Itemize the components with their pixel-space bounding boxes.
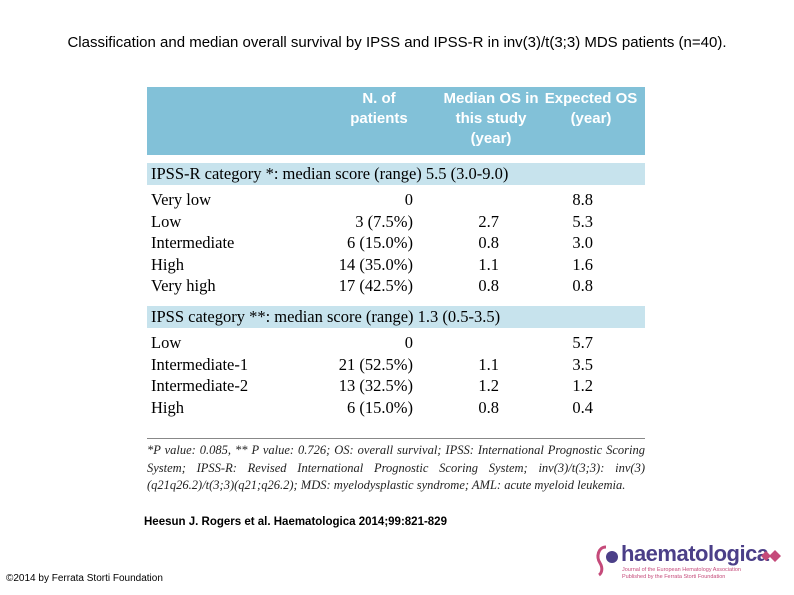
header-median-os: Median OS in this study (year) — [443, 90, 539, 147]
row-category: Intermediate-1 — [151, 354, 249, 374]
row-expected-os: 8.8 — [572, 190, 593, 209]
table-row: High 14 (35.0%) 1.1 1.6 — [147, 254, 645, 275]
row-n-patients: 0 — [404, 333, 413, 352]
row-n-patients: 6 (15.0%) — [347, 397, 413, 417]
table-row: High 6 (15.0%) 0.8 0.4 — [147, 397, 645, 418]
row-category: Low — [151, 333, 182, 352]
table-row: Low 0 5.7 — [147, 332, 645, 353]
row-category: High — [151, 254, 184, 274]
row-category: Low — [151, 211, 182, 231]
logo-mark-icon — [596, 545, 618, 577]
row-category: Intermediate-2 — [151, 376, 249, 395]
logo-name: haematologica — [621, 541, 769, 566]
row-n-patients: 0 — [404, 190, 413, 209]
row-expected-os: 3.0 — [572, 233, 593, 252]
row-expected-os: 0.4 — [572, 397, 593, 417]
citation: Heesun J. Rogers et al. Haematologica 20… — [144, 516, 447, 528]
row-expected-os: 5.3 — [572, 211, 593, 231]
efs-emblem-icon — [761, 550, 781, 562]
figure-title: Classification and median overall surviv… — [67, 34, 727, 51]
row-median-os: 0.8 — [478, 276, 499, 295]
row-n-patients: 3 (7.5%) — [355, 211, 413, 231]
row-category: Very high — [151, 276, 216, 295]
row-n-patients: 13 (32.5%) — [338, 376, 413, 395]
table-row: Low 3 (7.5%) 2.7 5.3 — [147, 211, 645, 232]
row-n-patients: 17 (42.5%) — [338, 276, 413, 295]
table-row: Intermediate-2 13 (32.5%) 1.2 1.2 — [147, 375, 645, 396]
table-row: Intermediate-1 21 (52.5%) 1.1 3.5 — [147, 354, 645, 375]
logo-subtitle: Journal of the European Hematology Assoc… — [622, 567, 741, 580]
survival-table: N. of patients Median OS in this study (… — [147, 87, 645, 519]
row-n-patients: 14 (35.0%) — [338, 254, 413, 274]
row-n-patients: 21 (52.5%) — [338, 354, 413, 374]
row-n-patients: 6 (15.0%) — [347, 233, 413, 252]
row-median-os: 0.8 — [478, 397, 499, 417]
table-row: Very high 17 (42.5%) 0.8 0.8 — [147, 275, 645, 296]
section-band: IPSS-R category *: median score (range) … — [147, 163, 645, 185]
haematologica-logo: haematologica Journal of the European He… — [594, 541, 784, 581]
table-row: Very low 0 8.8 — [147, 189, 645, 210]
row-category: High — [151, 397, 184, 417]
row-expected-os: 0.8 — [572, 276, 593, 295]
row-expected-os: 3.5 — [572, 354, 593, 374]
header-expected-os: Expected OS (year) — [544, 90, 638, 127]
table-row: Intermediate 6 (15.0%) 0.8 3.0 — [147, 232, 645, 253]
row-median-os: 1.2 — [478, 376, 499, 395]
table-header: N. of patients Median OS in this study (… — [147, 87, 645, 155]
table-footnote: *P value: 0.085, ** P value: 0.726; OS: … — [147, 438, 645, 495]
copyright: ©2014 by Ferrata Storti Foundation — [6, 573, 163, 584]
row-median-os: 1.1 — [478, 354, 499, 374]
row-expected-os: 1.2 — [572, 376, 593, 395]
row-category: Intermediate — [151, 233, 235, 252]
row-expected-os: 1.6 — [572, 254, 593, 274]
row-median-os: 0.8 — [478, 233, 499, 252]
row-median-os: 1.1 — [478, 254, 499, 274]
row-median-os: 2.7 — [478, 211, 499, 231]
row-category: Very low — [151, 190, 212, 209]
header-n-patients: N. of patients — [350, 90, 408, 127]
section-band: IPSS category **: median score (range) 1… — [147, 306, 645, 328]
row-expected-os: 5.7 — [572, 333, 593, 352]
